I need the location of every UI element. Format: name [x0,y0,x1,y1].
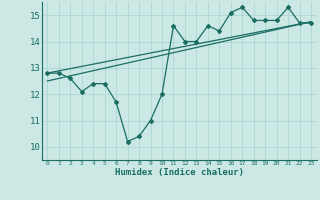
X-axis label: Humidex (Indice chaleur): Humidex (Indice chaleur) [115,168,244,177]
